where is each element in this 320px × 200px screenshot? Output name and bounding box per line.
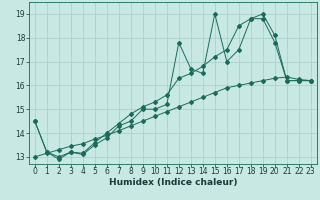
- X-axis label: Humidex (Indice chaleur): Humidex (Indice chaleur): [108, 178, 237, 187]
